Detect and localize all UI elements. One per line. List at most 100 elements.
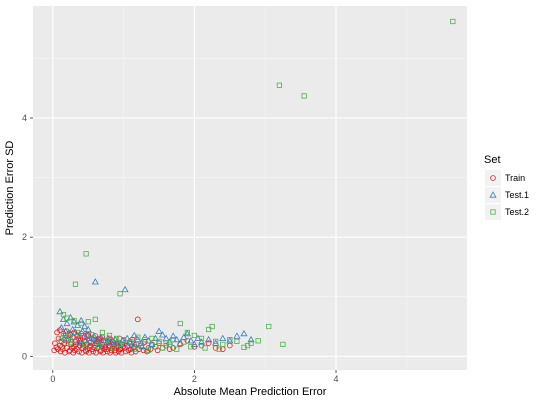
- point-test-2: [85, 319, 91, 325]
- point-test-2: [135, 334, 141, 340]
- point-test-2: [83, 251, 89, 257]
- point-test-1: [121, 285, 129, 293]
- point-test-2: [96, 344, 102, 350]
- point-test-1: [77, 316, 85, 324]
- x-axis-ticks: 0 2 4: [50, 370, 339, 384]
- point-test-1: [88, 339, 97, 346]
- point-test-1: [69, 325, 77, 333]
- point-test-2: [106, 332, 113, 339]
- point-test-2: [276, 82, 282, 88]
- legend-key-train: [485, 170, 501, 186]
- point-test-2: [202, 345, 208, 351]
- legend: Set Train Test.1 Test.2: [484, 154, 529, 220]
- point-test-2: [220, 341, 226, 347]
- point-test-1: [61, 327, 70, 334]
- point-test-2: [216, 346, 222, 352]
- point-test-1: [63, 319, 71, 327]
- legend-entries: Train Test.1 Test.2: [485, 170, 529, 220]
- point-test-1: [158, 331, 167, 338]
- point-test-1: [219, 334, 227, 342]
- point-test-2: [184, 329, 190, 336]
- point-test-1: [190, 340, 199, 347]
- point-test-1: [233, 332, 241, 339]
- point-test-1: [84, 325, 92, 333]
- point-test-1: [155, 327, 163, 334]
- point-test-1: [57, 323, 65, 331]
- point-test-2: [131, 346, 137, 352]
- point-test-2: [241, 344, 247, 350]
- point-test-1: [91, 278, 99, 285]
- legend-symbol-train: [490, 175, 496, 181]
- point-test-2: [255, 338, 261, 344]
- point-test-2: [188, 344, 194, 350]
- legend-title: Set: [484, 154, 501, 166]
- point-test-2: [110, 345, 116, 351]
- point-train: [170, 345, 176, 351]
- legend-symbol-test-2: [490, 209, 496, 215]
- point-test-2: [177, 320, 183, 327]
- point-test-2: [121, 337, 127, 343]
- point-test-1: [67, 335, 75, 343]
- point-train: [90, 348, 96, 355]
- point-test-1: [81, 337, 89, 344]
- point-test-2: [159, 345, 166, 351]
- point-test-2: [163, 340, 169, 346]
- point-train: [84, 346, 91, 352]
- point-test-2: [213, 338, 219, 345]
- legend-symbol-test-1: [489, 191, 497, 198]
- y-tick-label: 0: [22, 351, 27, 361]
- point-train: [55, 335, 62, 342]
- point-test-2: [78, 320, 84, 327]
- point-test-2: [174, 346, 180, 352]
- point-test-1: [64, 329, 72, 337]
- point-test-2: [145, 347, 152, 353]
- point-test-2: [82, 341, 88, 347]
- point-test-1: [110, 341, 118, 349]
- point-test-2: [103, 338, 109, 344]
- point-test-2: [205, 326, 212, 333]
- point-test-2: [117, 291, 123, 297]
- legend-key-test-2: [485, 204, 501, 220]
- point-test-2: [244, 342, 251, 349]
- point-test-1: [83, 331, 91, 338]
- point-test-1: [197, 338, 206, 345]
- point-test-1: [111, 335, 119, 343]
- point-train: [52, 340, 58, 346]
- point-test-2: [75, 329, 81, 336]
- point-test-1: [204, 335, 213, 343]
- point-train: [134, 316, 141, 323]
- point-test-1: [183, 329, 191, 337]
- point-test-1: [169, 332, 177, 339]
- point-test-2: [72, 281, 79, 287]
- point-test-1: [141, 333, 149, 340]
- point-test-2: [117, 341, 123, 347]
- x-tick-label: 4: [334, 374, 339, 384]
- point-test-1: [127, 338, 135, 345]
- x-tick-label: 0: [50, 374, 55, 384]
- point-train: [122, 348, 129, 355]
- plot-panel: [33, 6, 467, 370]
- point-train: [59, 343, 65, 350]
- point-test-2: [156, 338, 162, 345]
- y-tick-label: 2: [22, 232, 27, 242]
- legend-label-test-2: Test.2: [505, 207, 529, 217]
- point-test-2: [99, 329, 105, 336]
- data-points: [51, 18, 456, 356]
- point-test-2: [58, 335, 64, 342]
- legend-label-test-1: Test.1: [505, 190, 529, 200]
- point-test-2: [71, 317, 77, 324]
- point-test-2: [60, 311, 67, 318]
- x-axis-title: Absolute Mean Prediction Error: [174, 386, 327, 398]
- point-test-2: [65, 333, 71, 339]
- point-train: [205, 340, 212, 346]
- point-test-2: [64, 315, 70, 321]
- point-test-1: [226, 337, 234, 344]
- y-axis-ticks: 0 2 4: [22, 113, 33, 361]
- grid-minor: [33, 6, 467, 370]
- point-test-1: [95, 340, 104, 347]
- point-test-2: [138, 342, 144, 349]
- point-test-2: [301, 93, 307, 99]
- point-test-1: [56, 307, 64, 315]
- point-test-2: [128, 338, 134, 345]
- legend-label-train: Train: [505, 173, 525, 183]
